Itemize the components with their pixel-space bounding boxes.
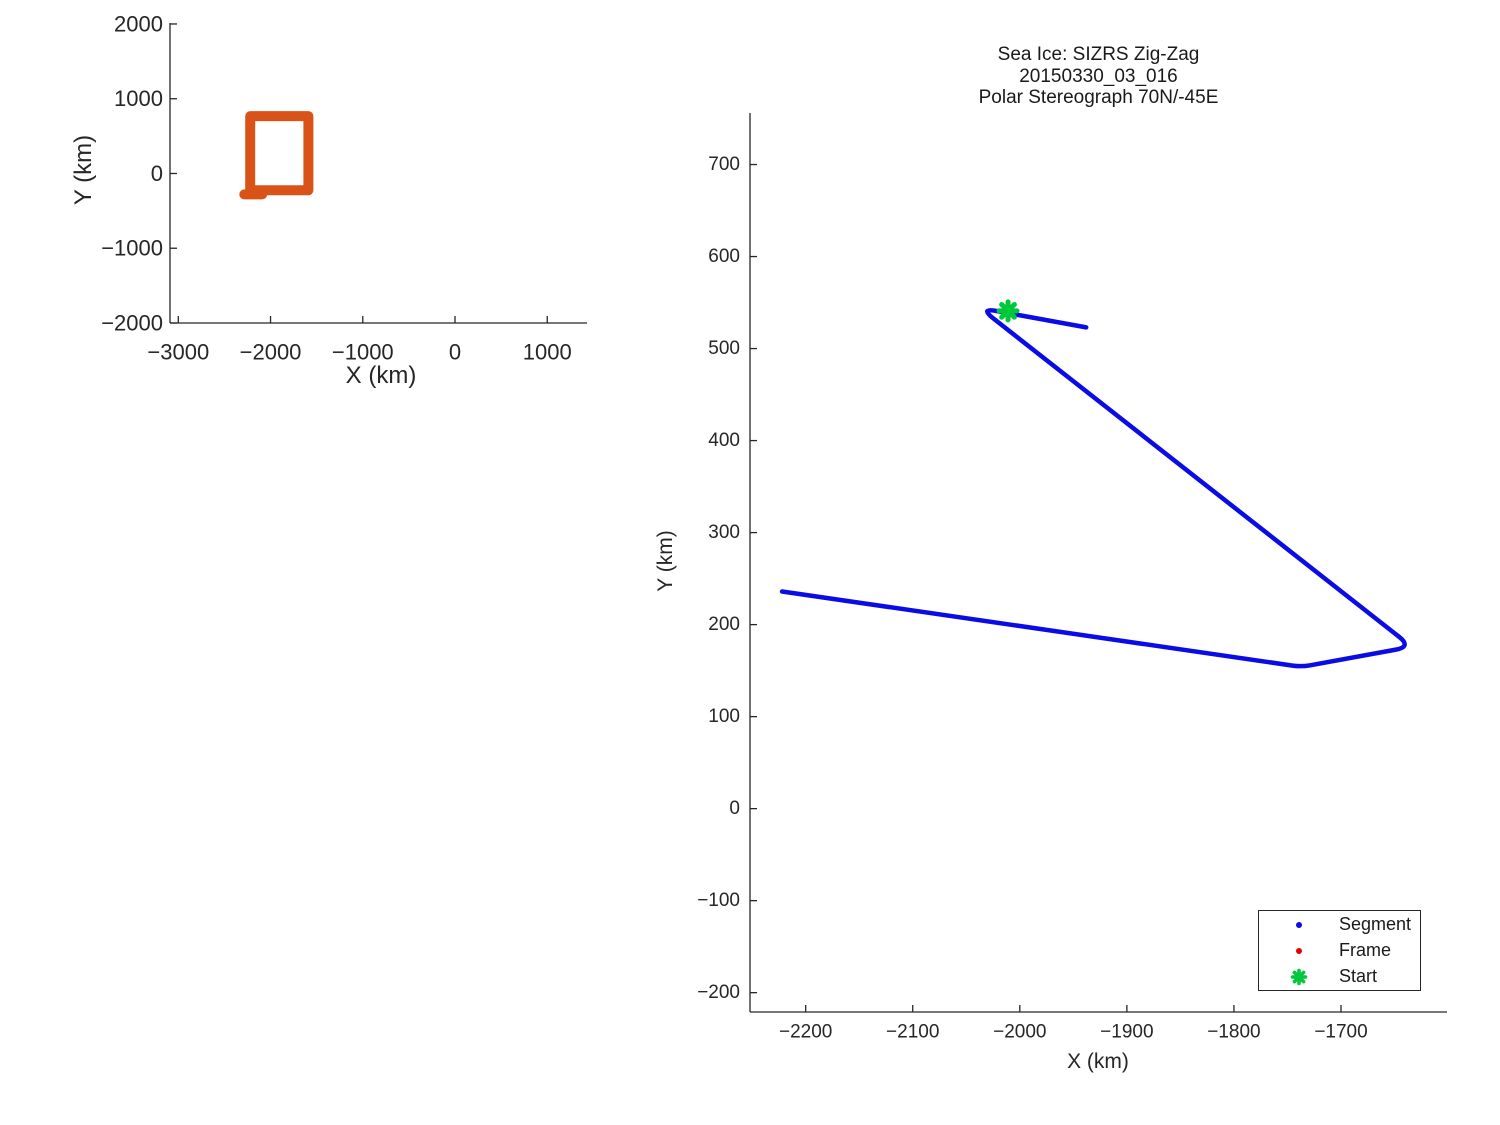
track-x-tick-label: −1700: [1314, 1022, 1367, 1043]
segment-dot-icon: [1259, 921, 1339, 928]
track-y-tick-label: −200: [697, 982, 740, 1003]
overview-y-tick-label: 1000: [114, 86, 163, 111]
main-plot-title: Sea Ice: SIZRS Zig-Zag 20150330_03_016 P…: [750, 44, 1447, 109]
track-y-tick-label: 200: [708, 614, 740, 635]
legend-item-frame: Frame: [1259, 938, 1420, 964]
overview-y-tick-label: 0: [151, 161, 163, 186]
overview-x-tick-label: 0: [449, 340, 461, 365]
legend-item-start: Start: [1259, 964, 1420, 990]
track-x-tick-label: −2200: [779, 1022, 832, 1043]
overview-y-tick-label: −2000: [101, 311, 163, 336]
main-x-axis-label: X (km): [1067, 1050, 1129, 1073]
track-y-tick-label: 700: [708, 154, 740, 175]
track-y-tick-label: 400: [708, 430, 740, 451]
overview-x-tick-label: 1000: [523, 340, 572, 365]
overview-x-tick-label: −1000: [332, 340, 394, 365]
legend-dot: [1296, 921, 1302, 928]
legend-dot: [1296, 947, 1302, 954]
track-y-tick-label: 0: [729, 798, 740, 819]
legend-item-segment: Segment: [1259, 912, 1420, 938]
title-line-3: Polar Stereograph 70N/-45E: [978, 87, 1219, 108]
title-line-2: 20150330_03_016: [1019, 65, 1178, 87]
legend: Segment Frame Start: [1258, 910, 1421, 991]
overview-y-tick-label: −1000: [101, 236, 163, 261]
track-y-tick-label: 500: [708, 338, 740, 359]
track-x-tick-label: −1900: [1100, 1022, 1153, 1043]
track-y-tick-label: 100: [708, 706, 740, 727]
legend-asterisk: [1290, 968, 1308, 985]
track-y-tick-label: 300: [708, 522, 740, 543]
legend-asterisk-arm: [1292, 970, 1306, 983]
track-y-tick-label: 600: [708, 246, 740, 267]
flight-track: [779, 308, 1407, 669]
track-x-tick-label: −1800: [1207, 1022, 1260, 1043]
legend-label-start: Start: [1339, 966, 1378, 986]
overview-y-tick-label: 2000: [114, 11, 163, 36]
legend-label-segment: Segment: [1339, 914, 1412, 934]
title-line-1: Sea Ice: SIZRS Zig-Zag: [997, 44, 1200, 65]
overview-x-axis-label: X (km): [345, 362, 417, 389]
main-y-axis-label: Y (km): [654, 530, 677, 592]
overview-x-tick-label: −3000: [147, 340, 209, 365]
overview-y-axis-label: Y (km): [70, 134, 97, 206]
overview-x-tick-label: −2000: [240, 340, 302, 365]
start-asterisk-icon: [1259, 967, 1339, 987]
start-marker-icon: [996, 299, 1020, 323]
start-marker-icon-arm: [999, 301, 1017, 320]
track-y-tick-label: −100: [697, 890, 740, 911]
frame-dot-icon: [1259, 947, 1339, 954]
track-x-tick-label: −2000: [993, 1022, 1046, 1043]
track-x-tick-label: −2100: [886, 1022, 939, 1043]
legend-label-frame: Frame: [1339, 940, 1392, 960]
survey-area-box: [245, 111, 314, 196]
